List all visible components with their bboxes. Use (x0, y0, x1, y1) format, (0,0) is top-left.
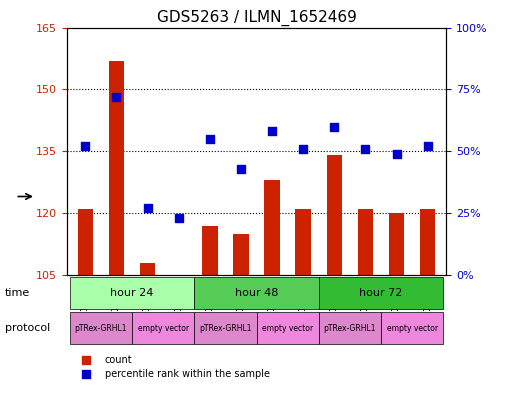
Point (392, 151, 401, 157)
Text: pTRex-GRHL1: pTRex-GRHL1 (324, 324, 376, 332)
Point (237, 165, 245, 172)
Title: GDS5263 / ILMN_1652469: GDS5263 / ILMN_1652469 (156, 10, 357, 26)
Point (206, 136, 214, 142)
Bar (109, 61, 124, 275)
Text: pTRex-GRHL1: pTRex-GRHL1 (199, 324, 252, 332)
Point (174, 215, 183, 221)
Point (299, 146, 307, 152)
Text: empty vector: empty vector (262, 324, 313, 332)
FancyBboxPatch shape (70, 277, 194, 309)
FancyBboxPatch shape (70, 312, 132, 344)
Bar (326, 156, 342, 275)
Point (361, 146, 369, 152)
Text: hour 48: hour 48 (235, 288, 278, 298)
Bar (140, 263, 155, 275)
Text: hour 24: hour 24 (110, 288, 154, 298)
FancyBboxPatch shape (319, 277, 443, 309)
Point (82, 371, 90, 377)
Point (82, 357, 90, 363)
Text: time: time (5, 288, 30, 298)
Bar (358, 209, 373, 275)
FancyBboxPatch shape (132, 312, 194, 344)
Text: protocol: protocol (5, 323, 50, 333)
Text: hour 72: hour 72 (359, 288, 403, 298)
Text: pTRex-GRHL1: pTRex-GRHL1 (75, 324, 127, 332)
Bar (77, 209, 93, 275)
Bar (233, 234, 249, 275)
Bar (295, 209, 311, 275)
Text: percentile rank within the sample: percentile rank within the sample (105, 369, 270, 379)
Point (330, 123, 339, 130)
FancyBboxPatch shape (256, 312, 319, 344)
FancyBboxPatch shape (194, 277, 319, 309)
Point (144, 205, 152, 211)
Bar (389, 213, 404, 275)
Text: empty vector: empty vector (386, 324, 438, 332)
Text: count: count (105, 355, 132, 365)
FancyBboxPatch shape (194, 312, 256, 344)
Point (268, 129, 276, 135)
Bar (420, 209, 436, 275)
Point (112, 94, 121, 100)
Bar (202, 226, 218, 275)
Point (81, 143, 89, 149)
Bar (264, 180, 280, 275)
FancyBboxPatch shape (381, 312, 443, 344)
Text: empty vector: empty vector (137, 324, 189, 332)
FancyBboxPatch shape (319, 312, 381, 344)
Point (424, 143, 432, 149)
